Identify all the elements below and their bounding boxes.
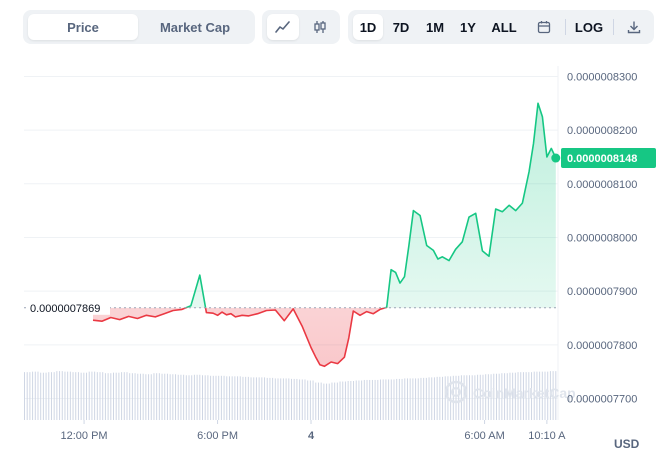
range-1d-label: 1D (359, 19, 377, 35)
x-tick-label: 12:00 PM (61, 430, 108, 442)
candlestick-button[interactable] (304, 14, 336, 40)
x-tick-label: 6:00 AM (464, 430, 504, 442)
y-tick-label: 0.0000007800 (567, 340, 637, 352)
current-price-dot (551, 153, 561, 163)
y-tick-label: 0.0000008200 (567, 125, 637, 137)
log-toggle[interactable]: LOG (570, 14, 608, 40)
range-1d[interactable]: 1D (353, 14, 383, 40)
tab-price-label: Price (67, 19, 99, 35)
range-7d[interactable]: 7D (386, 14, 416, 40)
tab-market-cap[interactable]: Market Cap (141, 14, 249, 40)
line-chart-icon (275, 21, 290, 33)
range-1y[interactable]: 1Y (453, 14, 483, 40)
download-icon (627, 21, 641, 34)
range-7d-label: 7D (392, 19, 410, 35)
tab-market-cap-label: Market Cap (159, 19, 231, 35)
watermark: CoinMarketCap (444, 380, 576, 404)
y-tick-label: 0.0000008300 (567, 71, 637, 83)
y-tick-label: 0.0000007700 (567, 394, 637, 406)
reference-price-label: 0.0000007869 (30, 303, 100, 315)
y-tick-label: 0.0000008100 (567, 179, 637, 191)
range-1y-label: 1Y (460, 19, 476, 35)
svg-text:CoinMarketCap: CoinMarketCap (473, 385, 576, 401)
x-tick-label: 6:00 PM (197, 430, 238, 442)
mode-tabs: Price Market Cap (23, 10, 255, 44)
toolbar-divider (565, 19, 566, 35)
reference-label-bg (26, 298, 110, 315)
y-tick-label: 0.0000008000 (567, 232, 637, 244)
current-price-badge (561, 148, 656, 169)
x-tick-label: 10:10 A (528, 430, 566, 442)
range-all[interactable]: ALL (486, 14, 522, 40)
download-button[interactable] (620, 14, 648, 40)
price-line-up (183, 102, 557, 308)
tab-price[interactable]: Price (28, 14, 138, 40)
line-chart-button[interactable] (267, 14, 299, 40)
range-1m-label: 1M (425, 19, 445, 35)
range-tabs: 1D 7D 1M 1Y ALL LOG (348, 10, 654, 44)
price-area-up (185, 103, 556, 308)
chart-type-tabs (262, 10, 340, 44)
calendar-button[interactable] (530, 14, 558, 40)
currency-label: USD (614, 437, 640, 451)
range-all-label: ALL (491, 19, 517, 35)
log-toggle-label: LOG (574, 19, 604, 35)
toolbar-divider (613, 19, 614, 35)
current-price-label: 0.0000008148 (567, 153, 637, 165)
price-area-down (93, 307, 556, 367)
price-line-down (92, 307, 388, 368)
x-tick-label: 4 (308, 430, 315, 442)
candlestick-icon (314, 21, 326, 33)
range-1m[interactable]: 1M (420, 14, 450, 40)
calendar-icon (537, 21, 551, 34)
y-tick-label: 0.0000007900 (567, 286, 637, 298)
